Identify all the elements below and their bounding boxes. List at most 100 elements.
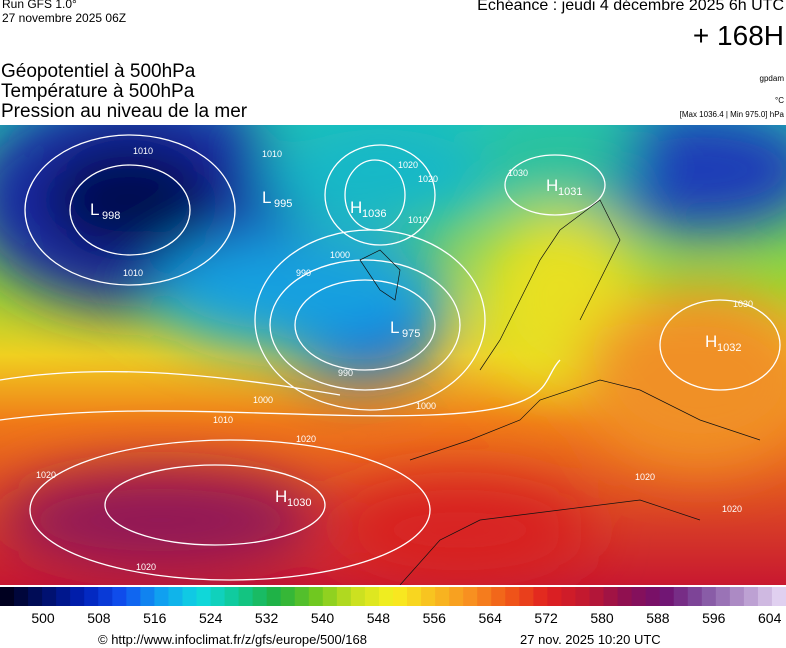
- unit-geopotential: gpdam: [759, 74, 784, 83]
- colorbar-swatch: [757, 587, 773, 606]
- colorbar-swatch: [617, 587, 633, 606]
- colorbar-swatch: [715, 587, 731, 606]
- colorbar-swatch: [98, 587, 113, 606]
- colorbar-swatch: [182, 587, 197, 606]
- colorbar-swatch: [0, 587, 15, 606]
- center-value: 1030: [287, 497, 312, 509]
- colorbar-label: 540: [310, 610, 335, 626]
- colorbar-swatch: [463, 587, 478, 606]
- center-value: 1032: [717, 342, 742, 354]
- colorbar-label: 532: [254, 610, 279, 626]
- contour-label: 1020: [635, 472, 656, 482]
- center-value: 1036: [362, 208, 387, 220]
- colorbar-label: 580: [590, 610, 614, 626]
- unit-pressure: [Max 1036.4 | Min 975.0] hPa: [679, 110, 784, 119]
- colorbar-swatch: [701, 587, 717, 606]
- colorbar-swatch: [336, 587, 352, 606]
- colorbar-swatch: [421, 587, 436, 606]
- run-date: 27 novembre 2025 06Z: [2, 11, 127, 25]
- colorbar-swatch: [140, 587, 155, 606]
- contour-label: 1010: [133, 146, 154, 156]
- center-value: 998: [102, 210, 121, 222]
- colorbar-swatch: [603, 587, 619, 606]
- center-letter: L: [90, 200, 100, 219]
- colorbar-swatch: [589, 587, 605, 606]
- colorbar-swatch: [308, 587, 324, 606]
- run-label: Run GFS 1.0°: [2, 0, 77, 11]
- colorbar-swatch: [659, 587, 675, 606]
- colorbar-swatch: [56, 587, 71, 606]
- colorbar-swatch: [491, 587, 506, 606]
- colorbar-label: 596: [702, 610, 726, 626]
- colorbar-swatch: [743, 587, 759, 606]
- colorbar-swatch: [196, 587, 212, 606]
- colorbar-swatch: [252, 587, 268, 606]
- colorbar-swatch: [631, 587, 647, 606]
- colorbar-swatch: [407, 587, 422, 606]
- colorbar-swatch: [575, 587, 590, 606]
- lead-time: + 168H: [692, 20, 784, 51]
- colorbar-swatch: [378, 587, 394, 606]
- contour-label: 1010: [408, 215, 429, 225]
- title-1: Géopotentiel à 500hPa: [1, 61, 196, 82]
- colorbar-swatch: [435, 587, 450, 606]
- center-letter: L: [390, 318, 400, 337]
- colorbar-swatch: [84, 587, 99, 606]
- contour-label: 1010: [213, 415, 234, 425]
- colorbar-label: 516: [143, 610, 167, 626]
- colorbar-swatch: [280, 587, 296, 606]
- colorbar-swatch: [266, 587, 282, 606]
- contour-label: 1010: [262, 149, 283, 159]
- colorbar-swatch: [112, 587, 127, 606]
- colorbar-swatch: [645, 587, 661, 606]
- colorbar-label: 548: [366, 610, 391, 626]
- colorbar-swatch: [210, 587, 226, 606]
- colorbar-swatch: [673, 587, 689, 606]
- colorbar-label: 556: [422, 610, 446, 626]
- colorbar-label: 564: [478, 610, 502, 626]
- contour-label: 990: [296, 268, 312, 278]
- contour-label: 1020: [418, 174, 439, 184]
- colorbar-swatch: [547, 587, 562, 606]
- title-2: Température à 500hPa: [1, 81, 195, 102]
- contour-label: 1010: [123, 268, 144, 278]
- colorbar-swatch: [729, 587, 745, 606]
- contour-label: 1020: [398, 160, 419, 170]
- colorbar-swatch: [350, 587, 366, 606]
- colorbar-label: 572: [534, 610, 558, 626]
- title-3: Pression au niveau de la mer: [1, 101, 248, 122]
- contour-label: 1000: [253, 395, 274, 405]
- colorbar-swatch: [224, 587, 240, 606]
- colorbar-swatch: [364, 587, 380, 606]
- colorbar-swatch: [126, 587, 141, 606]
- colorbar-swatch: [477, 587, 492, 606]
- colorbar-swatch: [519, 587, 534, 606]
- colorbar-swatch: [294, 587, 310, 606]
- colorbar-swatch: [505, 587, 520, 606]
- contour-label: 1020: [36, 470, 57, 480]
- colorbar-label: 500: [31, 610, 55, 626]
- center-letter: L: [262, 188, 272, 207]
- center-value: 995: [274, 198, 293, 210]
- timestamp: 27 nov. 2025 10:20 UTC: [520, 632, 661, 647]
- center-value: 975: [402, 328, 421, 340]
- colorbar-swatch: [771, 587, 786, 606]
- contour-label: 1030: [733, 299, 754, 309]
- colorbar-swatch: [14, 587, 29, 606]
- center-value: 1031: [558, 186, 583, 198]
- colorbar-label: 588: [646, 610, 670, 626]
- colorbar-swatch: [154, 587, 169, 606]
- source-url: © http://www.infoclimat.fr/z/gfs/europe/…: [98, 632, 367, 647]
- colorbar-swatch: [561, 587, 576, 606]
- colorbar-swatch: [70, 587, 85, 606]
- valid-time: Echéance : jeudi 4 décembre 2025 6h UTC: [477, 0, 784, 14]
- center-letter: H: [546, 176, 559, 195]
- unit-temperature: °C: [775, 96, 784, 105]
- center-letter: H: [275, 487, 288, 506]
- colorbar-swatch: [393, 587, 408, 606]
- colorbar-label: 524: [199, 610, 223, 626]
- colorbar-swatch: [322, 587, 338, 606]
- colorbar-swatch: [238, 587, 254, 606]
